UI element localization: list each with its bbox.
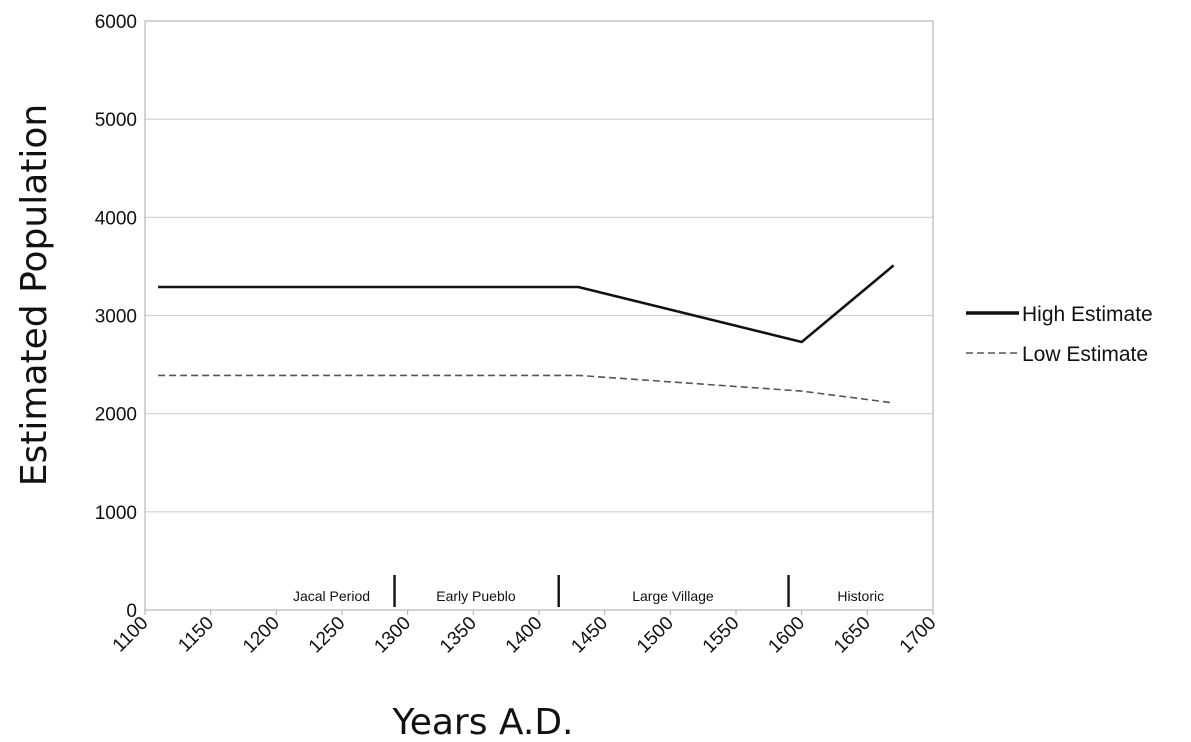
- period-label: Jacal Period: [293, 588, 370, 604]
- x-tick-label: 1350: [436, 613, 481, 658]
- y-tick-label: 3000: [95, 307, 137, 328]
- x-tick-label: 1550: [699, 613, 744, 658]
- y-tick-label: 4000: [95, 208, 137, 229]
- y-tick-label: 6000: [95, 12, 137, 33]
- y-tick-label: 0: [126, 601, 137, 622]
- x-tick-label: 1650: [830, 613, 875, 658]
- grid-layer: [145, 118, 933, 513]
- y-tick-labels: 0 1000 2000 3000 4000 5000 6000: [95, 12, 137, 622]
- legend-label: Low Estimate: [1022, 343, 1148, 366]
- y-tick-label: 1000: [95, 503, 137, 524]
- x-tick-labels: 1100 1150 1200 1250 1300 1350 1400 1450 1500 1550…: [109, 610, 941, 657]
- period-label: Large Village: [632, 588, 714, 604]
- x-axis-title: Years A.D.: [391, 702, 573, 742]
- x-tick-label: 1400: [502, 613, 547, 658]
- x-tick-label: 1600: [764, 613, 809, 658]
- x-tick-label: 1300: [370, 613, 415, 658]
- x-tick-label: 1150: [174, 613, 218, 657]
- x-tick-label: 1450: [567, 613, 612, 658]
- x-tick-label: 1700: [896, 613, 941, 658]
- y-tick-label: 2000: [95, 405, 137, 426]
- period-annotations: Jacal Period Early Pueblo Large Village His…: [293, 575, 884, 607]
- x-tick-label: 1100: [109, 613, 153, 657]
- y-axis-title: Estimated Population: [14, 104, 55, 486]
- legend: High Estimate Low Estimate: [966, 303, 1153, 366]
- high-estimate-line: [158, 264, 895, 344]
- period-label: Historic: [837, 588, 884, 604]
- low-estimate-line: [158, 374, 894, 404]
- x-tick-label: 1500: [633, 613, 678, 658]
- period-label: Early Pueblo: [436, 588, 516, 604]
- y-tick-label: 5000: [95, 110, 137, 131]
- x-tick-label: 1200: [239, 613, 284, 658]
- x-tick-label: 1250: [305, 613, 350, 658]
- legend-label: High Estimate: [1022, 303, 1153, 326]
- series-layer: [158, 264, 895, 404]
